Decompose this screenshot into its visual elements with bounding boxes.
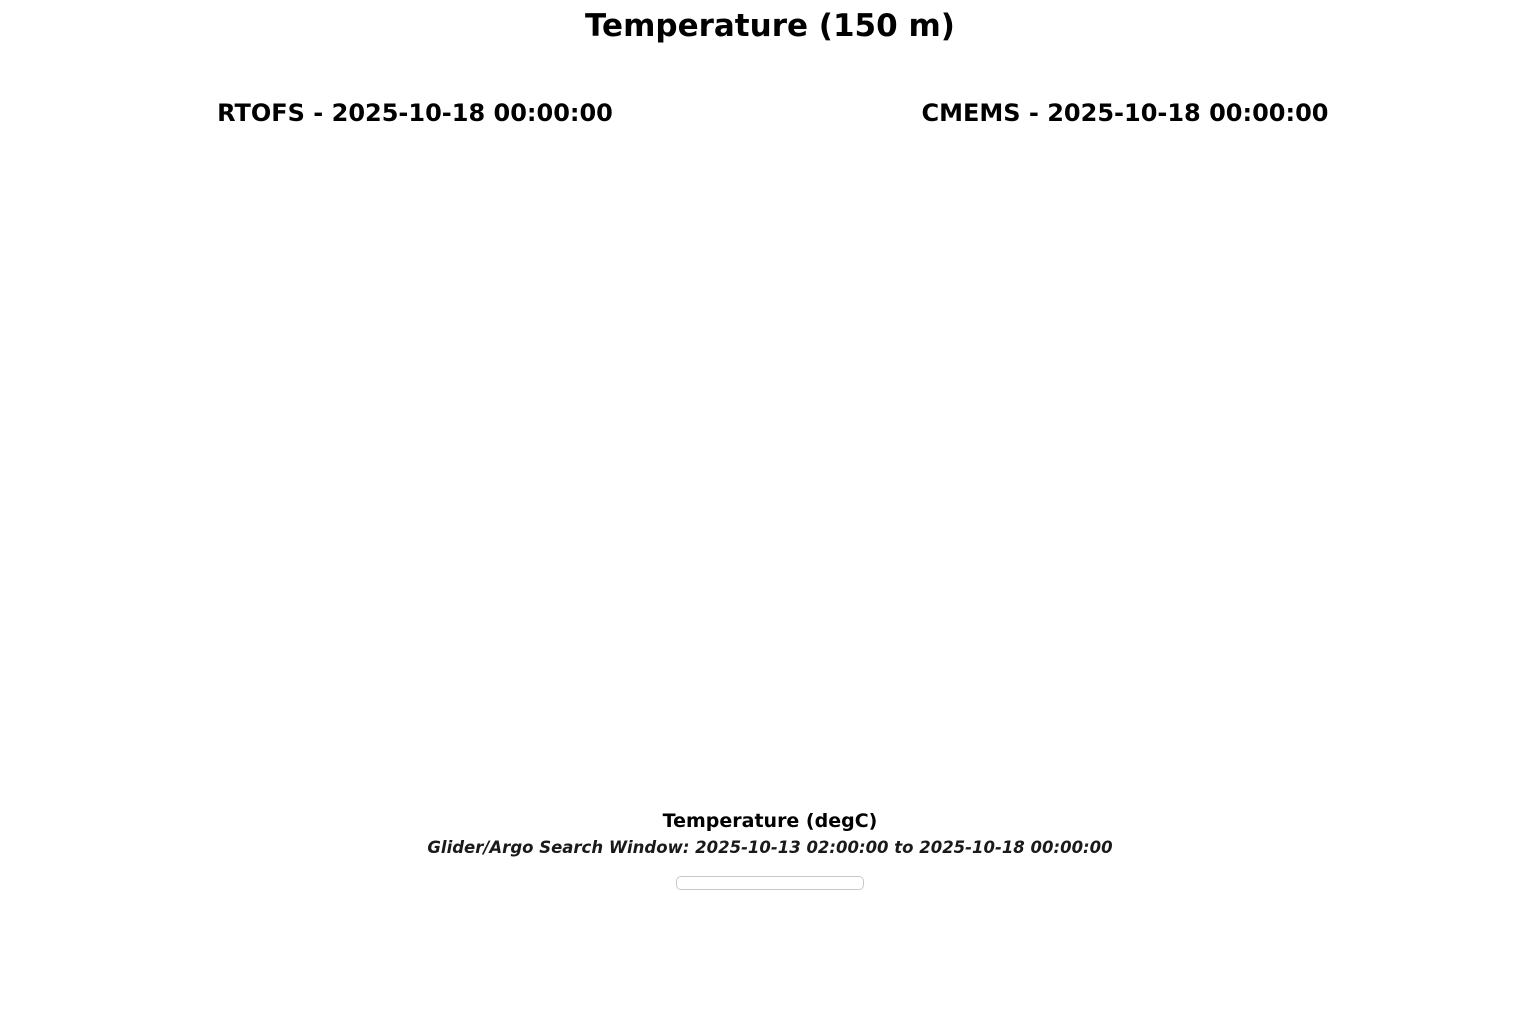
rtofs-map bbox=[85, 135, 745, 690]
cmems-map-canvas bbox=[795, 135, 1455, 690]
rtofs-map-canvas bbox=[85, 135, 745, 690]
cmems-map bbox=[795, 135, 1455, 690]
legend bbox=[676, 876, 864, 890]
colorbar bbox=[0, 746, 1540, 810]
colorbar-label: Temperature (degC) bbox=[662, 810, 878, 832]
rtofs-panel-title: RTOFS - 2025-10-18 00:00:00 bbox=[217, 99, 613, 127]
cmems-panel-title: CMEMS - 2025-10-18 00:00:00 bbox=[921, 99, 1329, 127]
figure-title: Temperature (150 m) bbox=[585, 8, 955, 44]
search-window-subtitle: Glider/Argo Search Window: 2025-10-13 02… bbox=[427, 838, 1113, 857]
